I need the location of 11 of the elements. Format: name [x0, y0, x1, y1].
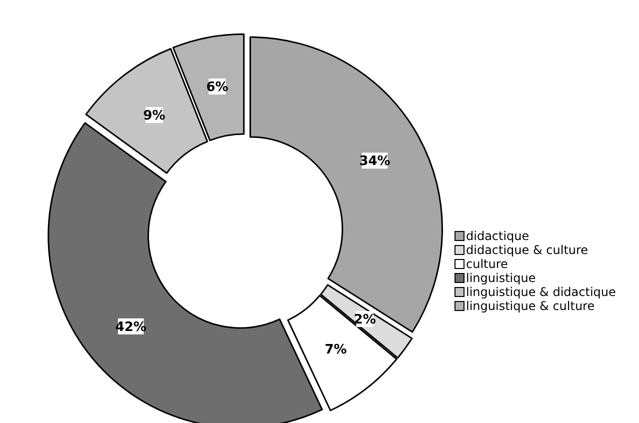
legend-label: didactique — [466, 229, 530, 244]
data-label: 9% — [143, 108, 166, 124]
data-label: 6% — [206, 80, 228, 96]
data-label: 2% — [354, 312, 376, 328]
legend-label: linguistique & culture — [466, 299, 595, 314]
data-label: 7% — [324, 342, 347, 358]
data-label: 34% — [359, 154, 390, 170]
legend-label: didactique & culture — [466, 243, 588, 258]
legend-label: linguistique — [466, 271, 536, 286]
legend-label: linguistique & didactique — [466, 285, 616, 300]
legend-label: culture — [466, 257, 508, 272]
